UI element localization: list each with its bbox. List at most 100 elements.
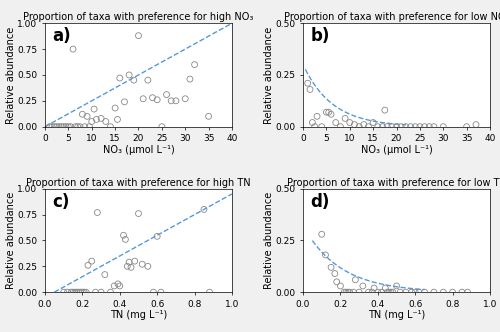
Point xyxy=(464,290,471,295)
Point xyxy=(392,283,400,289)
Point xyxy=(83,114,91,119)
Point xyxy=(97,290,105,295)
Point xyxy=(364,290,372,295)
X-axis label: TN (mg L⁻¹): TN (mg L⁻¹) xyxy=(368,310,425,320)
Point xyxy=(74,290,82,295)
Point xyxy=(331,271,339,276)
Point xyxy=(327,112,335,117)
Point xyxy=(55,124,63,129)
Point xyxy=(66,124,74,129)
Point xyxy=(62,124,70,129)
Point xyxy=(64,124,72,129)
Point xyxy=(148,95,156,100)
Point xyxy=(120,233,128,238)
Point xyxy=(116,283,124,289)
Point xyxy=(76,290,84,295)
Point xyxy=(346,120,354,125)
Point xyxy=(153,234,161,239)
Point xyxy=(73,290,81,295)
Point xyxy=(144,77,152,83)
Point xyxy=(378,124,386,129)
Point xyxy=(370,286,378,291)
Point xyxy=(158,124,166,129)
Point xyxy=(84,263,92,268)
Point xyxy=(374,290,382,295)
Point xyxy=(336,124,344,129)
Point xyxy=(78,290,86,295)
Point xyxy=(106,290,114,295)
Point xyxy=(71,290,79,295)
Point xyxy=(411,290,419,295)
Point xyxy=(364,124,372,129)
Point xyxy=(318,124,326,129)
Point xyxy=(425,124,433,129)
Point xyxy=(124,264,132,269)
Point xyxy=(406,124,414,129)
Point xyxy=(440,290,448,295)
Point xyxy=(341,116,349,121)
Point xyxy=(153,97,161,103)
Point xyxy=(88,259,96,264)
Point xyxy=(74,124,82,129)
Point xyxy=(69,290,77,295)
Point xyxy=(306,87,314,92)
Point xyxy=(46,124,54,129)
Point xyxy=(472,122,480,127)
Point xyxy=(344,290,352,295)
Point xyxy=(385,290,393,295)
Point xyxy=(134,211,142,216)
Y-axis label: Relative abundance: Relative abundance xyxy=(6,26,16,124)
Point xyxy=(157,290,165,295)
Point xyxy=(382,286,390,291)
Point xyxy=(352,277,360,283)
Point xyxy=(430,124,438,129)
Point xyxy=(80,290,88,295)
Point xyxy=(411,124,419,129)
Point xyxy=(383,290,391,295)
Point xyxy=(318,232,326,237)
Point xyxy=(350,122,358,127)
Point xyxy=(58,124,66,129)
Y-axis label: Relative abundance: Relative abundance xyxy=(264,192,274,289)
Point xyxy=(340,290,348,295)
Point xyxy=(336,283,344,289)
Point xyxy=(116,75,124,81)
Point xyxy=(120,99,128,105)
Point xyxy=(130,77,138,83)
Point xyxy=(415,290,423,295)
Text: d): d) xyxy=(310,193,330,211)
X-axis label: NO₃ (μmol L⁻¹): NO₃ (μmol L⁻¹) xyxy=(102,145,174,155)
Point xyxy=(92,290,100,295)
Point xyxy=(106,124,114,129)
Y-axis label: Relative abundance: Relative abundance xyxy=(6,192,16,289)
Point xyxy=(332,279,340,285)
Point xyxy=(94,210,102,215)
Point xyxy=(167,98,175,104)
Point xyxy=(458,290,466,295)
Point xyxy=(355,124,363,129)
Point xyxy=(150,290,158,295)
Y-axis label: Relative abundance: Relative abundance xyxy=(264,26,274,124)
Point xyxy=(52,124,60,129)
Point xyxy=(76,124,84,129)
Point xyxy=(90,107,98,112)
Point xyxy=(162,92,170,97)
Point xyxy=(86,124,94,129)
Point xyxy=(392,124,400,129)
Point xyxy=(304,81,312,86)
Point xyxy=(448,290,456,295)
Point xyxy=(172,98,180,104)
Point xyxy=(48,124,56,129)
Point xyxy=(204,114,212,119)
Point xyxy=(396,290,404,295)
Point xyxy=(462,124,470,129)
Point xyxy=(346,290,354,295)
Text: c): c) xyxy=(52,193,70,211)
Point xyxy=(181,96,189,101)
Point xyxy=(378,290,386,295)
Point xyxy=(80,124,88,129)
Point xyxy=(360,122,368,127)
Point xyxy=(389,290,397,295)
Point xyxy=(322,110,330,115)
Point xyxy=(308,120,316,125)
